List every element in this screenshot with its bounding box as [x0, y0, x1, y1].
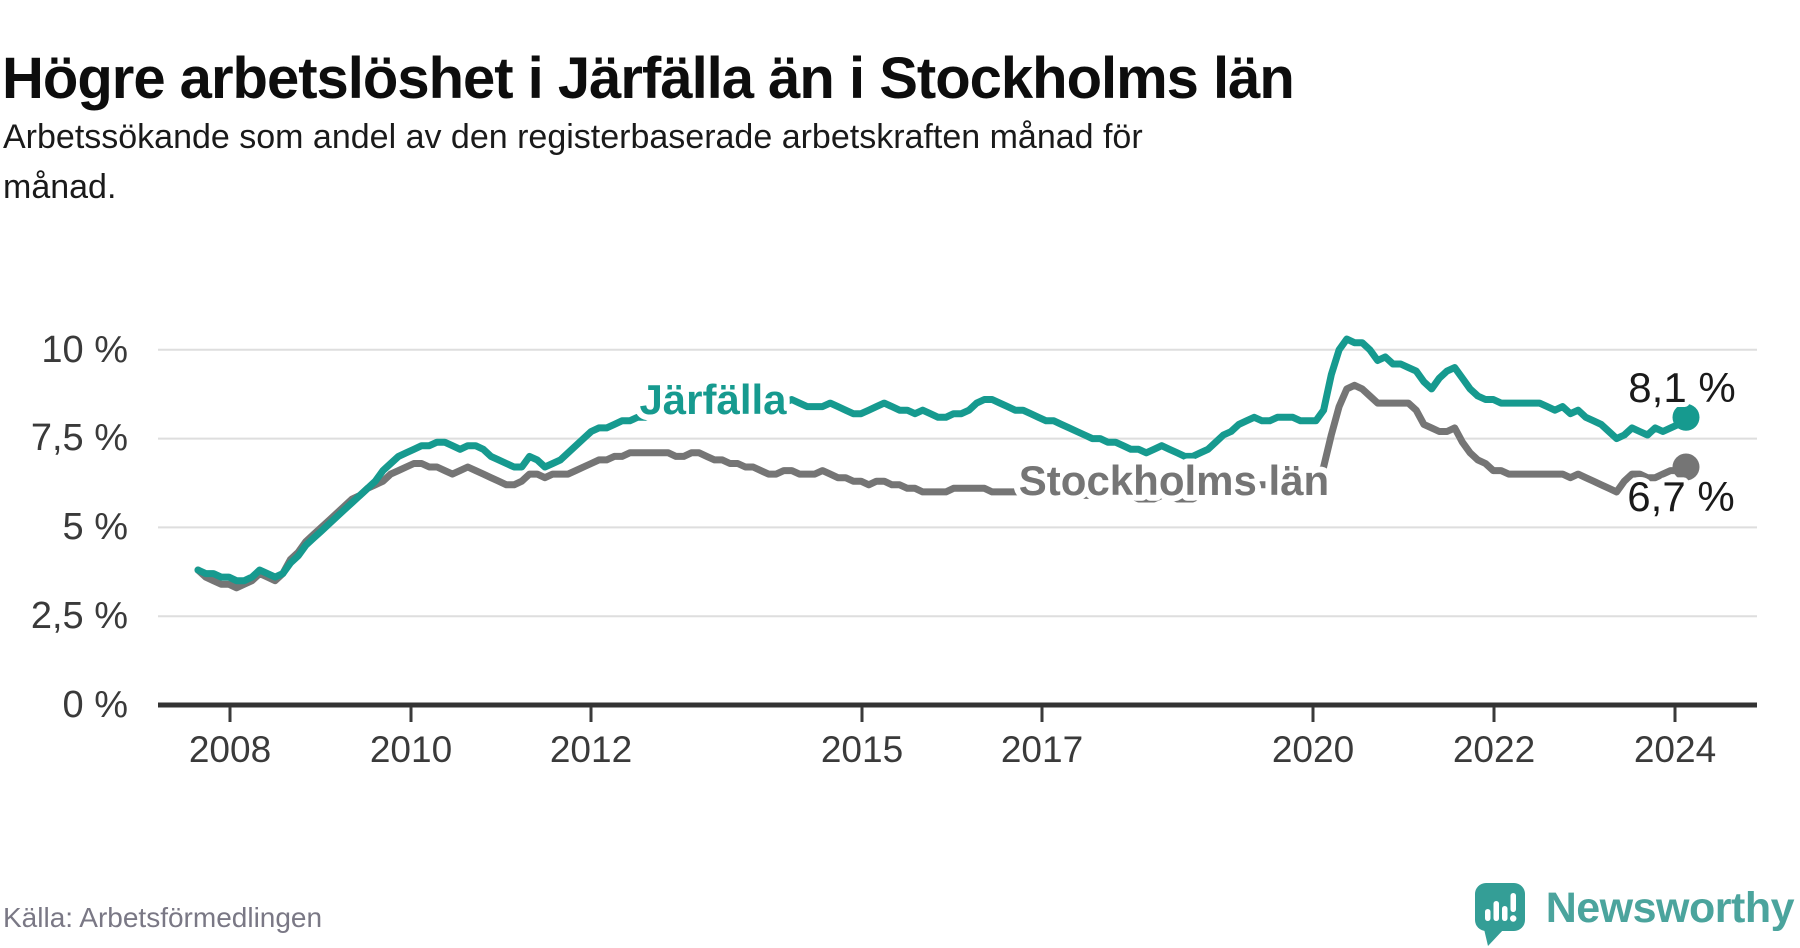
y-tick-label: 0 %: [63, 684, 128, 726]
x-tick-label: 2024: [1634, 729, 1716, 770]
x-tick-label: 2017: [1001, 729, 1083, 770]
newsworthy-bubble-icon: [1474, 883, 1525, 946]
y-tick-label: 10 %: [41, 329, 128, 371]
j-rf-lla-line: [194, 335, 1690, 585]
x-tick-label: 2022: [1453, 729, 1535, 770]
chart-subtitle-line2: månad.: [3, 168, 117, 206]
x-tick-label: 2008: [189, 729, 271, 770]
page-title: Högre arbetslöshet i Järfälla än i Stock…: [2, 45, 1295, 111]
stockholms-l-n-end-dot: [1672, 453, 1700, 481]
x-axis-labels: 2008 2010 2012 2015 2017 2020 2022 2024: [189, 729, 1716, 770]
end-value-label-jarfalla: 8,1 %: [1628, 364, 1735, 411]
series-end-dots: [1672, 403, 1700, 481]
stockholms-l-n-line: [194, 381, 1690, 592]
x-tick-label: 2010: [370, 729, 452, 770]
y-tick-label: 5 %: [63, 506, 128, 548]
x-tick-label: 2015: [821, 729, 903, 770]
y-tick-label: 7,5 %: [31, 417, 128, 459]
gridlines: [158, 348, 1757, 618]
chart-subtitle: Arbetssökande som andel av den registerb…: [3, 112, 1503, 212]
x-axis-ticks: [228, 707, 1677, 722]
newsworthy-wordmark: Newsworthy: [1545, 884, 1795, 932]
j-rf-lla-end-dot: [1672, 403, 1700, 431]
newsworthy-logo: Newsworthy: [1474, 882, 1795, 948]
y-axis-labels: 0 % 2,5 % 5 % 7,5 % 10 %: [31, 329, 128, 726]
end-value-label-stockholms-lan: 6,7 %: [1627, 473, 1734, 520]
x-tick-label: 2012: [550, 729, 632, 770]
series-label-jarfalla: Järfälla: [639, 376, 787, 423]
y-tick-label: 2,5 %: [31, 595, 128, 637]
series-lines: [194, 335, 1690, 592]
source-text: Källa: Arbetsförmedlingen: [3, 902, 323, 933]
x-tick-label: 2020: [1272, 729, 1354, 770]
chart-subtitle-line1: Arbetssökande som andel av den registerb…: [3, 118, 1143, 156]
series-label-stockholms-lan: Stockholms län: [1019, 457, 1329, 504]
